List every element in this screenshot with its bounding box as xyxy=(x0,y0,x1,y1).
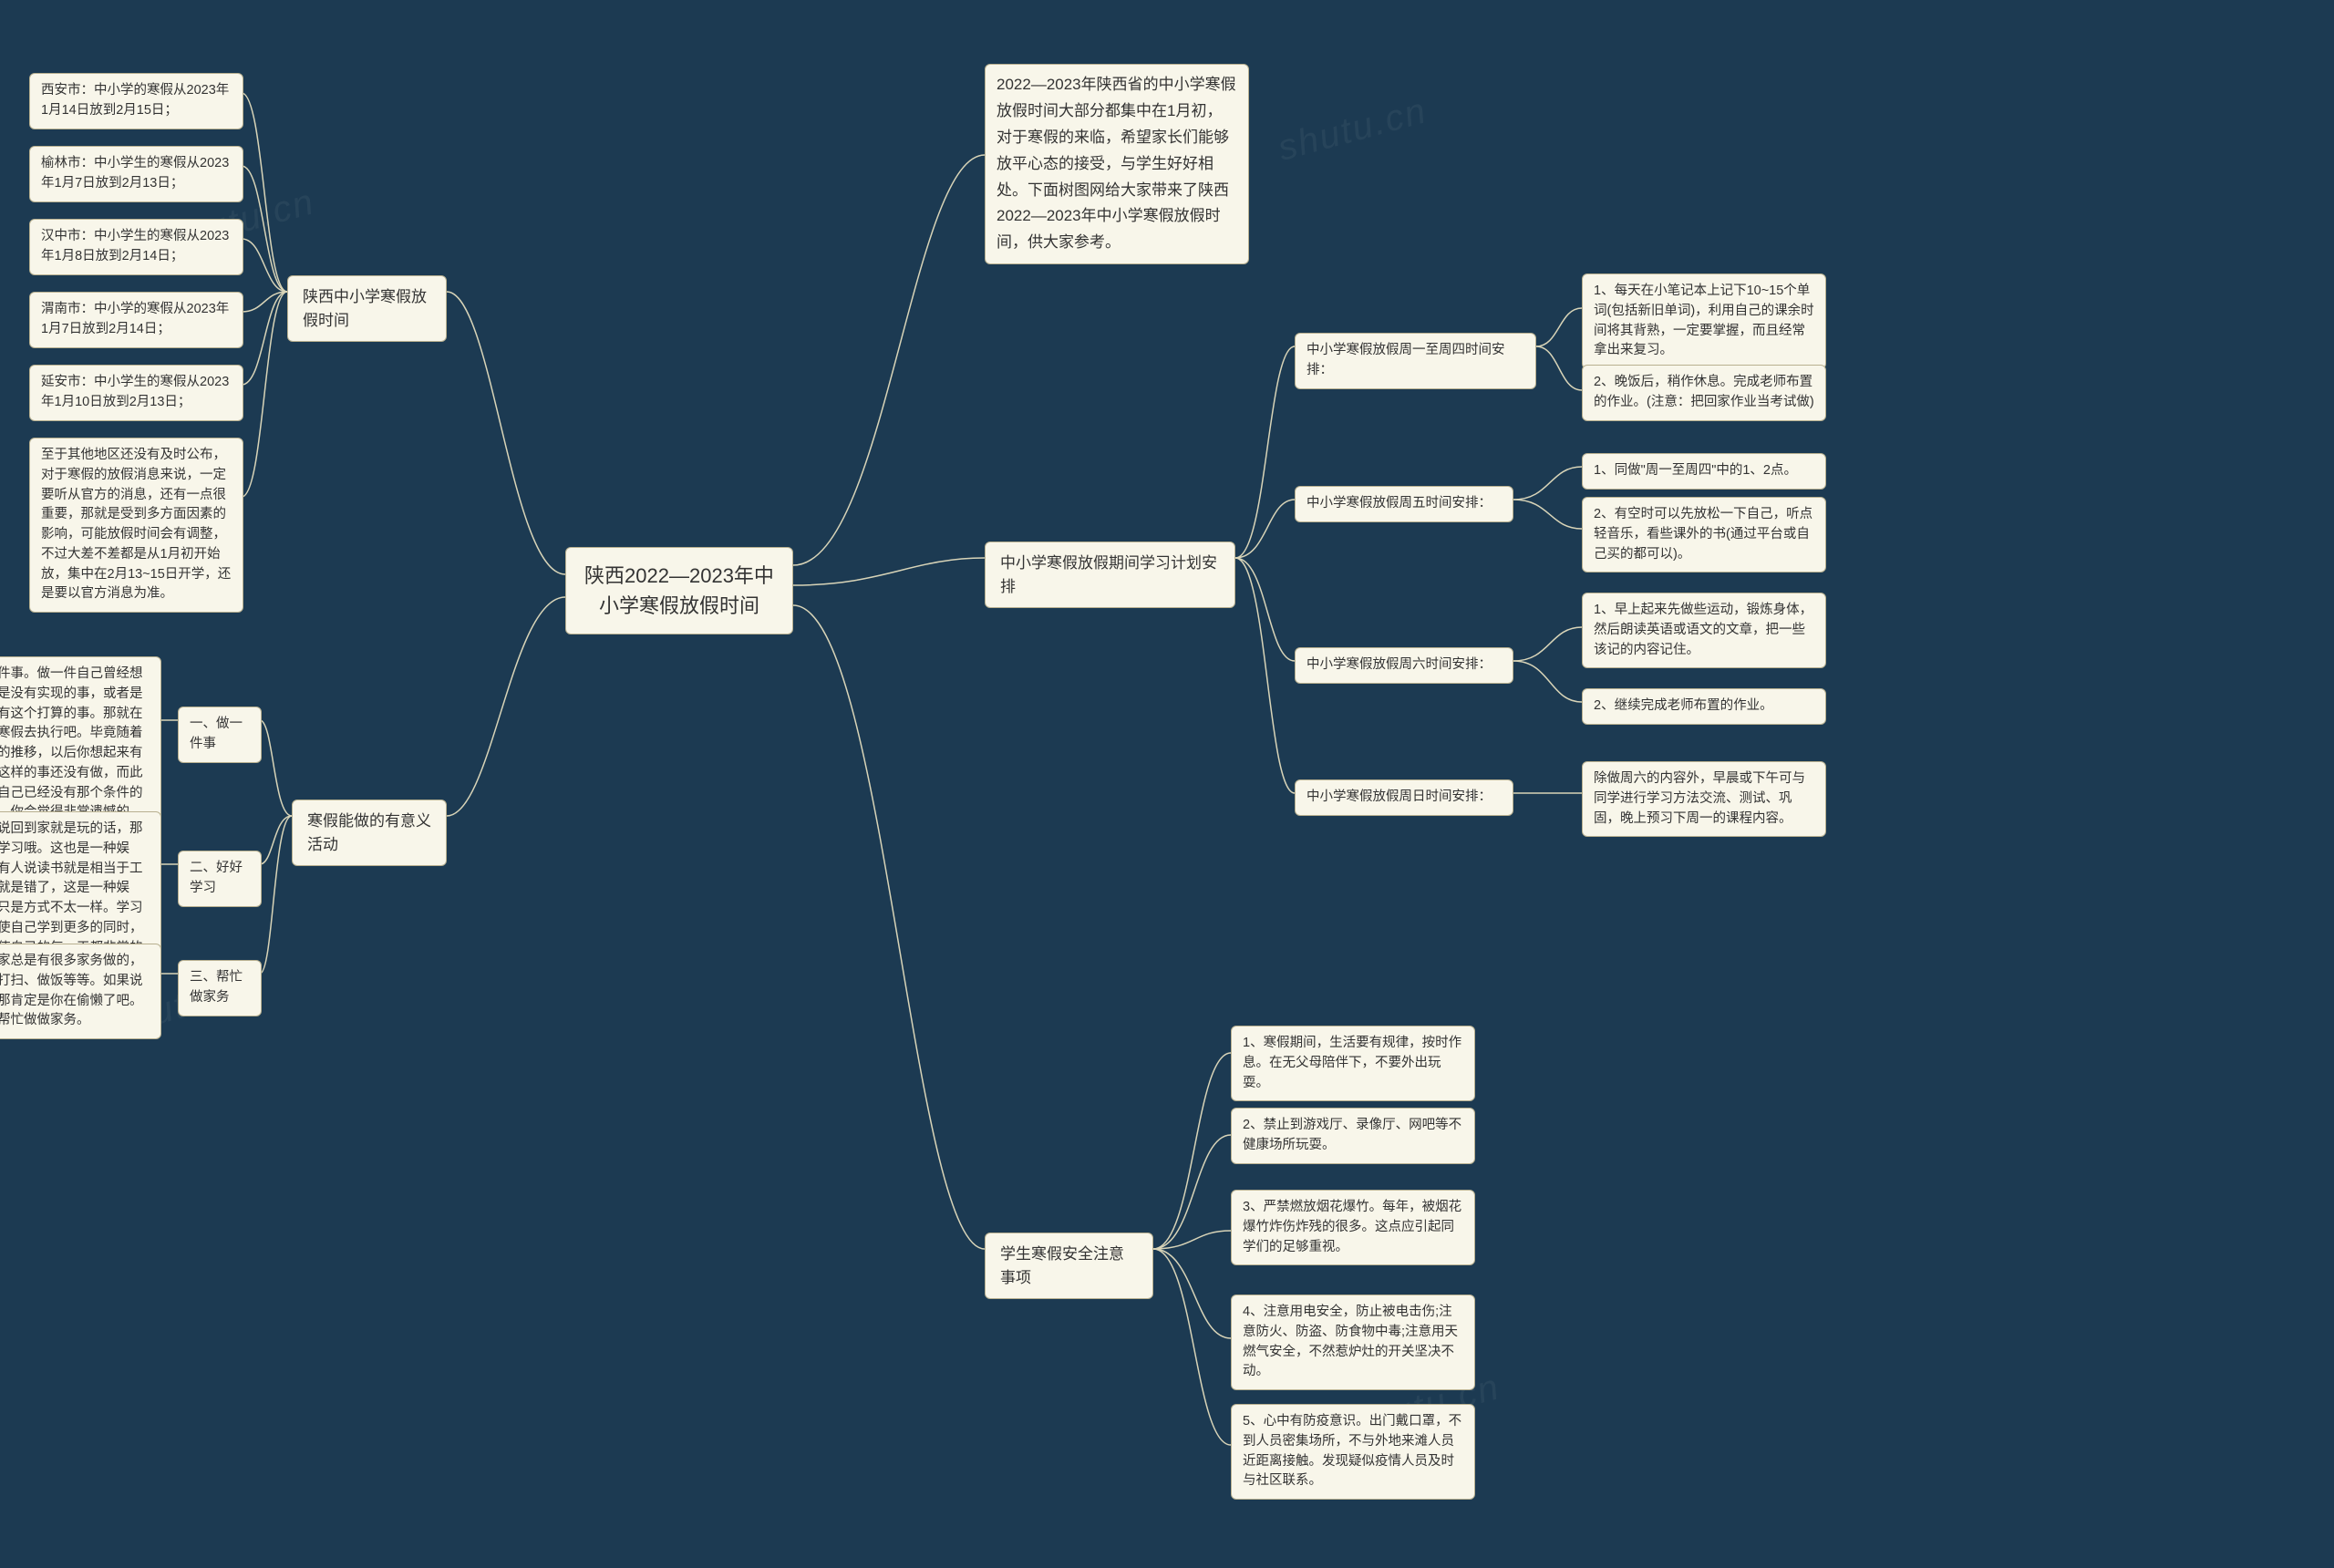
right-b2: 学生寒假安全注意事项 xyxy=(985,1233,1153,1299)
right-b1-sub: 中小学寒假放假周一至周四时间安排： xyxy=(1295,333,1536,389)
left-b1-item: 延安市：中小学生的寒假从2023年1月10日放到2月13日； xyxy=(29,365,243,421)
right-b1-leaf: 2、继续完成老师布置的作业。 xyxy=(1582,688,1826,725)
right-b1-leaf: 1、早上起来先做些运动，锻炼身体，然后朗读英语或语文的文章，把一些该记的内容记住… xyxy=(1582,593,1826,668)
left-b1-item: 榆林市：中小学生的寒假从2023年1月7日放到2月13日； xyxy=(29,146,243,202)
right-b2-leaf: 5、心中有防疫意识。出门戴口罩，不到人员密集场所，不与外地来滩人员近距离接触。发… xyxy=(1231,1404,1475,1500)
left-b1-item: 渭南市：中小学的寒假从2023年1月7日放到2月14日； xyxy=(29,292,243,348)
right-b1: 中小学寒假放假期间学习计划安排 xyxy=(985,542,1235,608)
left-b2-label: 寒假能做的有意义活动 xyxy=(307,812,431,853)
right-b1-sub: 中小学寒假放假周日时间安排： xyxy=(1295,779,1513,816)
right-b2-leaf: 1、寒假期间，生活要有规律，按时作息。在无父母陪伴下，不要外出玩耍。 xyxy=(1231,1026,1475,1101)
right-b2-leaf: 3、严禁燃放烟花爆竹。每年，被烟花爆竹炸伤炸残的很多。这点应引起同学们的足够重视… xyxy=(1231,1190,1475,1265)
intro-node: 2022—2023年陕西省的中小学寒假放假时间大部分都集中在1月初，对于寒假的来… xyxy=(985,64,1249,264)
right-b2-label: 学生寒假安全注意事项 xyxy=(1000,1245,1124,1286)
root-title: 陕西2022—2023年中小学寒假放假时间 xyxy=(584,564,774,617)
right-b1-sub: 中小学寒假放假周五时间安排： xyxy=(1295,486,1513,522)
left-b2: 寒假能做的有意义活动 xyxy=(292,799,447,866)
left-b2-sub: 三、帮忙做家务 xyxy=(178,960,262,1016)
right-b1-label: 中小学寒假放假期间学习计划安排 xyxy=(1000,554,1217,595)
root-node: 陕西2022—2023年中小学寒假放假时间 xyxy=(565,547,793,634)
left-b1-label: 陕西中小学寒假放假时间 xyxy=(303,288,427,329)
left-b1-item: 至于其他地区还没有及时公布，对于寒假的放假消息来说，一定要听从官方的消息，还有一… xyxy=(29,438,243,613)
left-b2-sub: 一、做一件事 xyxy=(178,707,262,763)
right-b1-sub: 中小学寒假放假周六时间安排： xyxy=(1295,647,1513,684)
right-b1-leaf: 2、晚饭后，稍作休息。完成老师布置的作业。(注意：把回家作业当考试做) xyxy=(1582,365,1826,421)
right-b1-leaf: 2、有空时可以先放松一下自己，听点轻音乐，看些课外的书(通过平台或自己买的都可以… xyxy=(1582,497,1826,573)
right-b2-leaf: 2、禁止到游戏厅、录像厅、网吧等不健康场所玩耍。 xyxy=(1231,1108,1475,1164)
right-b1-leaf: 1、每天在小笔记本上记下10~15个单词(包括新旧单词)，利用自己的课余时间将其… xyxy=(1582,273,1826,369)
left-b2-desc: 回到家总是有很多家务做的，比如打扫、做饭等等。如果说没有那肯定是你在偷懒了吧。可… xyxy=(0,944,161,1039)
left-b2-sub: 二、好好学习 xyxy=(178,851,262,907)
left-b1: 陕西中小学寒假放假时间 xyxy=(287,275,447,342)
right-b1-leaf: 除做周六的内容外，早晨或下午可与同学进行学习方法交流、测试、巩固，晚上预习下周一… xyxy=(1582,761,1826,837)
left-b1-item: 西安市：中小学的寒假从2023年1月14日放到2月15日； xyxy=(29,73,243,129)
watermark: shutu.cn xyxy=(1274,90,1431,170)
left-b2-desc: 做一件事。做一件自己曾经想做但是没有实现的事，或者是自己有这个打算的事。那就在这… xyxy=(0,656,161,831)
intro-text: 2022—2023年陕西省的中小学寒假放假时间大部分都集中在1月初，对于寒假的来… xyxy=(997,76,1236,251)
left-b1-item: 汉中市：中小学生的寒假从2023年1月8日放到2月14日； xyxy=(29,219,243,275)
right-b2-leaf: 4、注意用电安全，防止被电击伤;注意防火、防盗、防食物中毒;注意用天燃气安全，不… xyxy=(1231,1295,1475,1390)
right-b1-leaf: 1、同做"周一至周四"中的1、2点。 xyxy=(1582,453,1826,490)
